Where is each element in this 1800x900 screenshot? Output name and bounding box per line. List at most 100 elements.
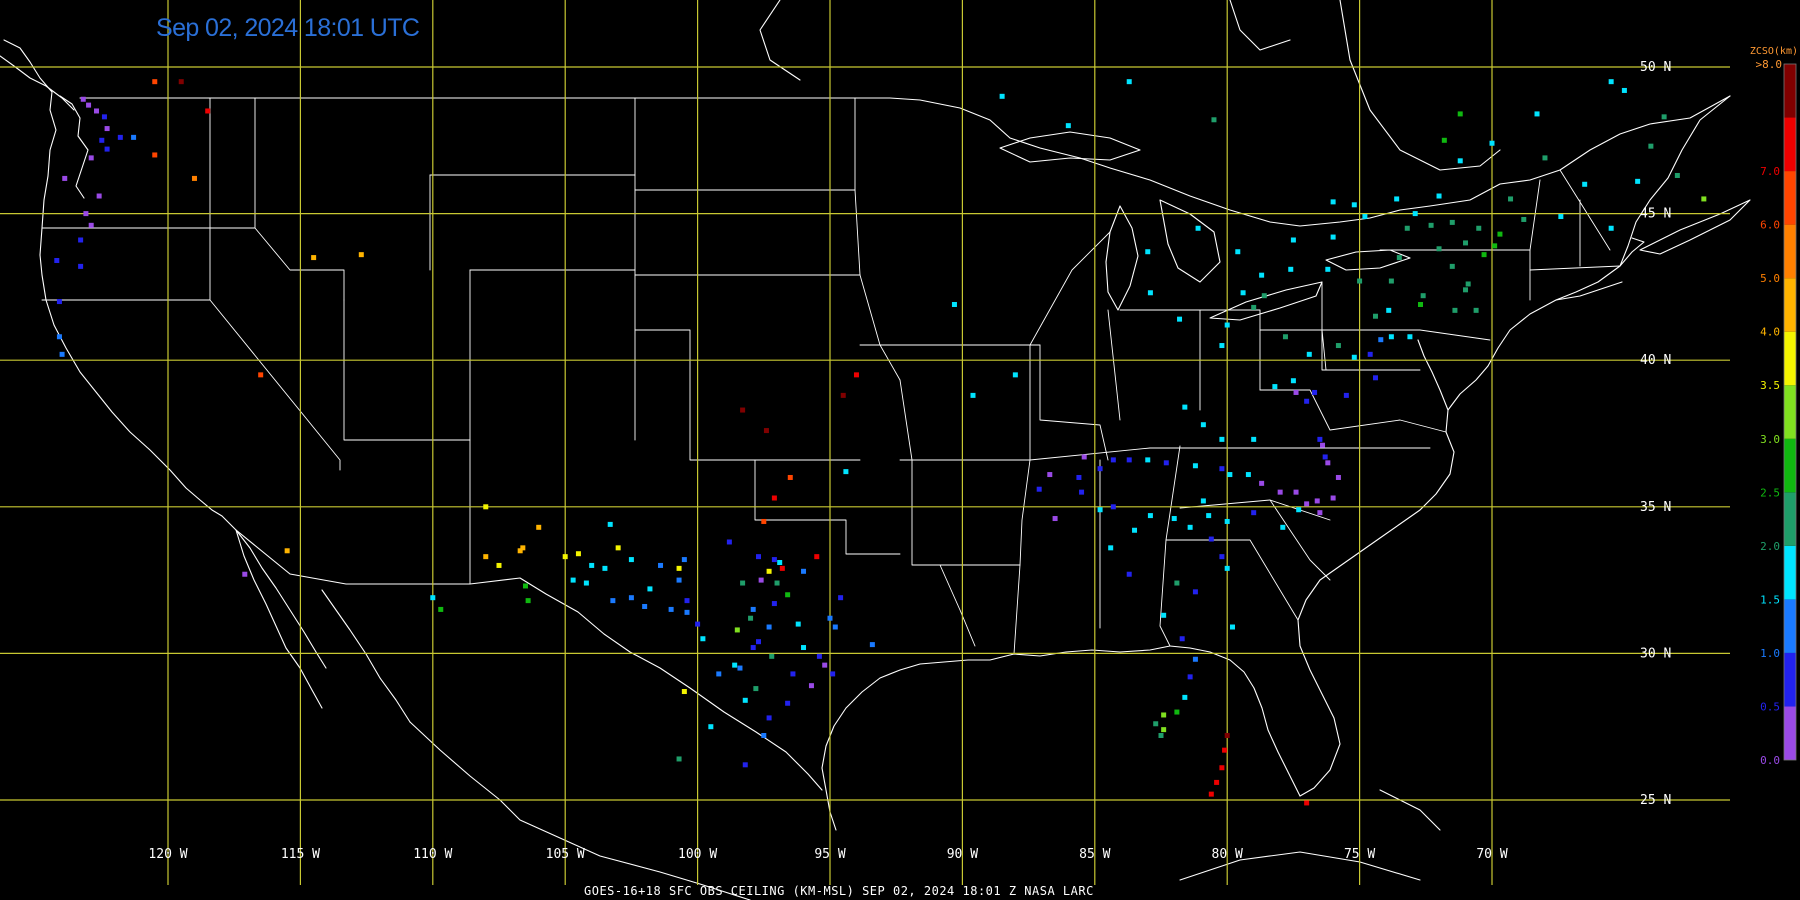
station-marker xyxy=(1534,111,1540,117)
station-marker xyxy=(78,237,84,243)
station-marker xyxy=(1476,225,1482,231)
station-marker xyxy=(1335,474,1341,480)
station-marker xyxy=(1200,422,1206,428)
station-marker xyxy=(520,545,526,551)
station-marker xyxy=(1351,354,1357,360)
station-marker xyxy=(56,334,62,340)
station-marker xyxy=(1489,140,1495,146)
station-marker xyxy=(838,595,844,601)
latitude-label: 40 N xyxy=(1640,353,1671,368)
james-bay-shore xyxy=(1229,0,1291,51)
station-marker xyxy=(684,598,690,604)
legend-swatch xyxy=(1784,64,1796,118)
station-marker xyxy=(1179,636,1185,642)
station-marker xyxy=(1240,290,1246,296)
latitude-label: 30 N xyxy=(1640,646,1671,661)
station-marker xyxy=(438,606,444,612)
station-marker xyxy=(83,211,89,217)
station-marker xyxy=(284,548,290,554)
station-marker xyxy=(589,562,595,568)
station-marker xyxy=(358,252,364,258)
station-marker xyxy=(104,146,110,152)
station-marker xyxy=(56,299,62,305)
state-borders xyxy=(41,97,1621,655)
station-marker xyxy=(790,671,796,677)
station-marker xyxy=(178,79,184,85)
station-marker xyxy=(1542,155,1548,161)
station-marker xyxy=(1473,307,1479,313)
station-marker xyxy=(1288,266,1294,272)
station-marker xyxy=(1293,389,1299,395)
longitude-label: 95 W xyxy=(814,847,845,862)
station-marker xyxy=(1661,114,1667,120)
station-marker xyxy=(80,96,86,102)
station-marker xyxy=(1428,222,1434,228)
station-marker xyxy=(1110,457,1116,463)
station-marker xyxy=(1079,489,1085,495)
station-marker xyxy=(771,557,777,563)
hudson-bay-shore xyxy=(1339,0,1501,171)
station-marker xyxy=(1290,237,1296,243)
station-marker xyxy=(1219,466,1225,472)
station-marker xyxy=(1110,504,1116,510)
station-marker xyxy=(1481,252,1487,258)
station-marker xyxy=(1293,489,1299,495)
station-marker xyxy=(1404,225,1410,231)
legend-bin-label: 1.0 xyxy=(1760,647,1780,660)
station-marker xyxy=(1436,193,1442,199)
station-marker xyxy=(642,603,648,609)
us-canada-border xyxy=(79,95,1731,227)
station-marker xyxy=(1182,694,1188,700)
product-caption: GOES-16+18 SFC OBS CEILING (KM-MSL) SEP … xyxy=(584,884,1094,898)
station-marker xyxy=(615,545,621,551)
legend-swatch xyxy=(1784,224,1796,279)
station-marker xyxy=(766,568,772,574)
legend-frame xyxy=(1783,63,1797,761)
station-marker xyxy=(1174,580,1180,586)
legend-swatch xyxy=(1784,545,1796,600)
station-marker xyxy=(1214,779,1220,785)
station-marker xyxy=(1343,392,1349,398)
lake-michigan xyxy=(1105,205,1139,311)
station-marker xyxy=(1161,712,1167,718)
legend-swatch xyxy=(1784,117,1796,172)
station-marker xyxy=(628,557,634,563)
station-marker xyxy=(101,114,107,120)
station-marker xyxy=(602,565,608,571)
station-marker xyxy=(676,756,682,762)
station-marker xyxy=(1052,516,1058,522)
station-marker xyxy=(761,732,767,738)
color-legend: 0.0 0.5 1.0 1.5 2.0 2.5 3.0 3.5 4.0 5.0 6.0 7.0 ZCSO… xyxy=(1750,46,1798,767)
legend-bin-label: 2.0 xyxy=(1760,540,1780,553)
station-marker xyxy=(1153,721,1159,727)
station-marker xyxy=(1386,307,1392,313)
station-marker xyxy=(1388,334,1394,340)
station-marker xyxy=(1457,158,1463,164)
station-marker xyxy=(1126,571,1132,577)
station-marker xyxy=(1206,513,1212,519)
station-marker xyxy=(610,598,616,604)
lake-winnipeg xyxy=(759,0,801,81)
station-marker xyxy=(1322,454,1328,460)
legend-swatch xyxy=(1784,385,1796,439)
station-marker xyxy=(1187,524,1193,530)
station-marker xyxy=(1192,589,1198,595)
station-marker xyxy=(1277,489,1283,495)
legend-swatch xyxy=(1784,706,1796,760)
longitude-label: 85 W xyxy=(1079,847,1110,862)
cape-cod xyxy=(1619,237,1645,267)
station-marker xyxy=(1452,307,1458,313)
station-marker xyxy=(1200,498,1206,504)
station-marker xyxy=(827,615,833,621)
station-marker xyxy=(647,586,653,592)
station-marker xyxy=(1272,384,1278,390)
station-marker xyxy=(684,609,690,615)
station-observations xyxy=(54,79,1707,806)
longitude-label: 110 W xyxy=(413,847,452,862)
station-marker xyxy=(583,580,589,586)
station-marker xyxy=(1171,516,1177,522)
station-marker xyxy=(681,557,687,563)
legend-swatch xyxy=(1784,492,1796,546)
station-marker xyxy=(1558,214,1564,220)
